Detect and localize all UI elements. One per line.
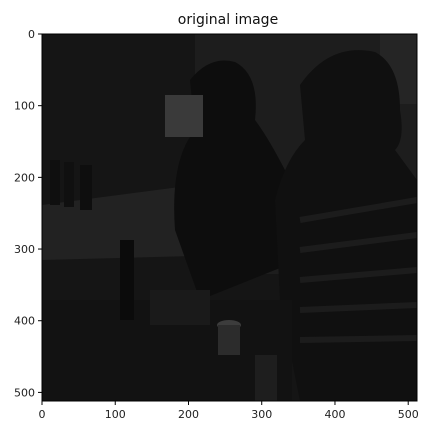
x-axis: 0 100 200 300 400 500: [39, 401, 419, 421]
x-tick-label: 300: [251, 408, 272, 421]
photo-bottle-left-2: [64, 162, 74, 207]
y-tick-label: 300: [14, 243, 35, 256]
photo-bottle-left-1: [50, 160, 60, 205]
y-tick-label: 100: [14, 100, 35, 113]
x-tick-label: 100: [105, 408, 126, 421]
y-tick-label: 200: [14, 171, 35, 184]
photo-person-left: [174, 60, 300, 300]
y-axis: 0 100 200 300 400 500: [14, 28, 42, 399]
x-tick-label: 400: [324, 408, 345, 421]
x-tick-label: 0: [39, 408, 46, 421]
y-tick-label: 0: [28, 28, 35, 41]
photo-shirt-stripes: [299, 197, 418, 343]
y-tick-label: 400: [14, 315, 35, 328]
figure-title: original image: [178, 12, 278, 28]
y-tick-label: 500: [14, 386, 35, 399]
photo-can: [255, 355, 277, 401]
photo-cup-body: [218, 325, 240, 355]
image-area: [41, 33, 418, 402]
photo-bottle-left-3: [80, 165, 92, 210]
photo-box: [165, 95, 203, 137]
x-tick-label: 500: [398, 408, 419, 421]
x-tick-label: 200: [178, 408, 199, 421]
photo-tray: [150, 290, 210, 325]
photo-person-right: [275, 50, 417, 401]
photo-bottle-center: [120, 240, 134, 320]
image-frame: [41, 33, 418, 402]
